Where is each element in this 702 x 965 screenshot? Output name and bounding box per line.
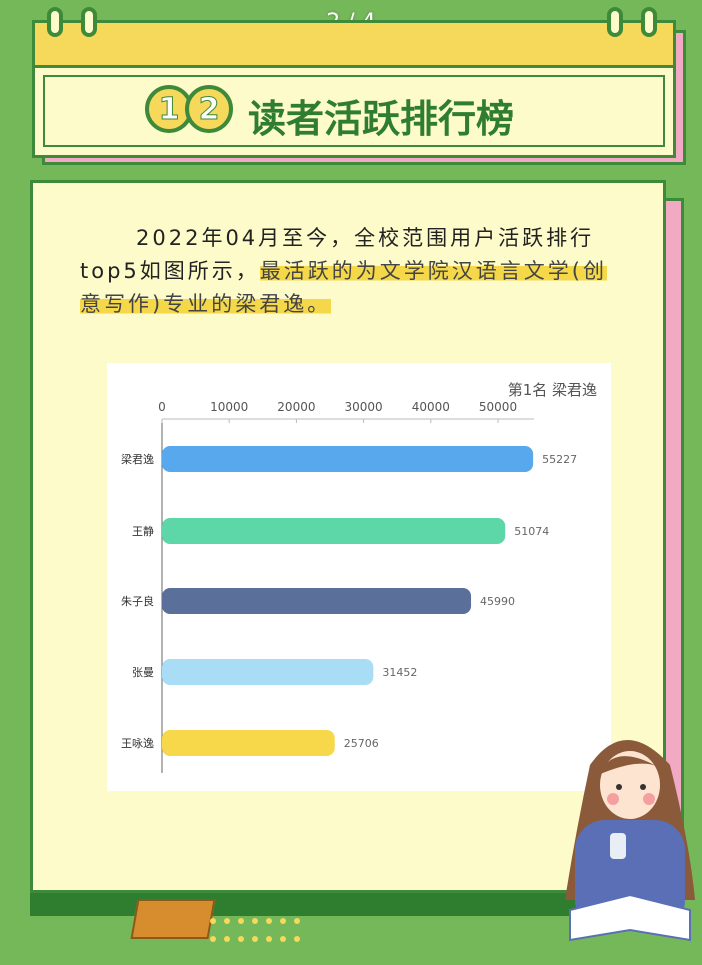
ring-icon	[47, 7, 63, 37]
category-label: 朱子良	[121, 594, 154, 608]
bar	[162, 730, 335, 756]
page-title: 读者活跃排行榜	[248, 97, 515, 141]
book-illustration	[130, 899, 216, 939]
dot	[280, 936, 286, 942]
ring-icon	[607, 7, 623, 37]
bar	[162, 446, 534, 472]
bar	[162, 588, 472, 614]
number-digit: 2	[185, 85, 233, 133]
dot	[266, 918, 272, 924]
value-label: 55227	[542, 453, 577, 466]
ring-icon	[81, 7, 97, 37]
intro-plain: 2022年04月至今，全校范围用户活跃排行top5如图所示，	[80, 226, 595, 283]
dot	[224, 936, 230, 942]
header-card	[32, 7, 676, 158]
header-frame	[43, 75, 665, 147]
dot	[238, 918, 244, 924]
value-label: 31452	[382, 666, 417, 679]
dot	[252, 936, 258, 942]
dot	[280, 918, 286, 924]
dot	[252, 918, 258, 924]
value-label: 25706	[344, 737, 379, 750]
dots-decoration	[210, 918, 310, 948]
section-number: 1 2	[145, 85, 233, 133]
x-tick-label: 30000	[345, 400, 383, 414]
x-tick-label: 10000	[210, 400, 248, 414]
ring-icon	[641, 7, 657, 37]
bar	[162, 659, 374, 685]
dot	[238, 936, 244, 942]
value-label: 51074	[514, 525, 549, 538]
dot	[294, 936, 300, 942]
girl-reading-illustration	[565, 740, 695, 942]
x-tick-label: 50000	[479, 400, 517, 414]
dot	[210, 936, 216, 942]
x-tick-label: 40000	[412, 400, 450, 414]
value-label: 45990	[480, 595, 515, 608]
category-label: 梁君逸	[121, 452, 154, 466]
chart-svg: 第1名 梁君逸 0 10000 20000 30000 40000 50000 梁君逸 5522…	[121, 381, 597, 773]
dot	[210, 918, 216, 924]
header-band	[35, 23, 673, 68]
category-label: 王咏逸	[121, 737, 154, 750]
chart-title: 第1名 梁君逸	[508, 381, 597, 399]
bar	[162, 518, 506, 544]
dot	[294, 918, 300, 924]
x-tick-label: 0	[158, 400, 166, 414]
dot	[266, 936, 272, 942]
intro-text: 2022年04月至今，全校范围用户活跃排行top5如图所示，最活跃的为文学院汉语…	[80, 222, 625, 321]
ranking-chart: 第1名 梁君逸 0 10000 20000 30000 40000 50000 梁君逸 5522…	[107, 363, 611, 791]
category-label: 王静	[132, 524, 154, 538]
category-label: 张曼	[132, 666, 154, 679]
x-tick-label: 20000	[277, 400, 315, 414]
dot	[224, 918, 230, 924]
